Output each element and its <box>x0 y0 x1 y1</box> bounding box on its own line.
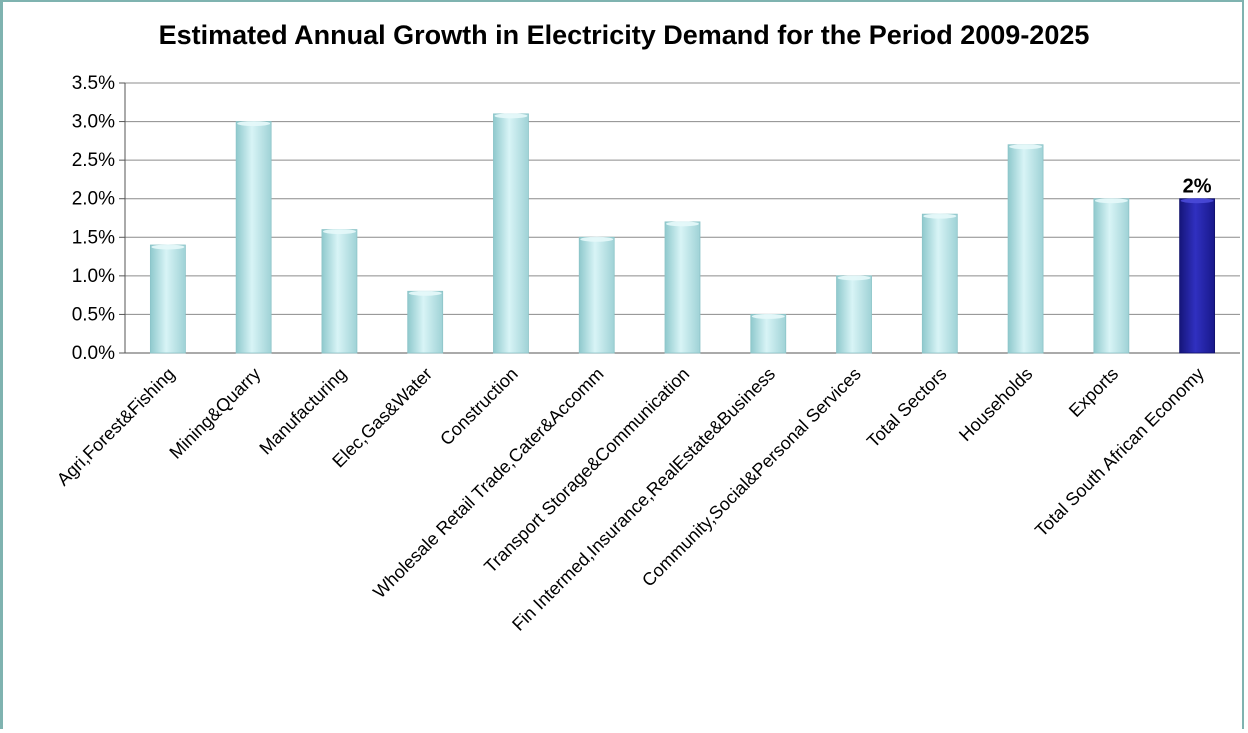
x-axis-category-labels: Agri,Forest&FishingMining&QuarryManufact… <box>53 364 1208 635</box>
bar-top-highlight <box>322 229 356 235</box>
chart-title: Estimated Annual Growth in Electricity D… <box>158 20 1090 50</box>
y-tick-label: 3.5% <box>72 73 115 94</box>
data-label: 2% <box>1183 176 1212 198</box>
y-tick-label: 1.5% <box>72 227 115 248</box>
bar-top-highlight <box>1180 198 1214 204</box>
bar <box>235 121 272 354</box>
bar-top-highlight <box>837 275 871 281</box>
bar-top-highlight <box>666 221 699 227</box>
y-tick-label: 3.0% <box>72 112 115 133</box>
y-tick-label: 2.0% <box>72 189 115 210</box>
bar-top-highlight <box>751 313 785 319</box>
bar-top-highlight <box>151 244 185 250</box>
y-tick-label: 1.0% <box>72 266 115 287</box>
x-category-label: Construction <box>436 364 522 450</box>
y-tick-label: 0.5% <box>72 304 115 325</box>
bar <box>321 229 358 354</box>
x-category-label: Total South African Economy <box>1031 364 1208 541</box>
bar <box>1007 144 1044 354</box>
bar <box>1179 198 1216 354</box>
bar <box>149 244 186 354</box>
bar <box>1093 198 1130 354</box>
x-category-label: Manufacturing <box>255 364 350 459</box>
bar <box>493 113 529 354</box>
bar-top-highlight <box>1009 144 1043 150</box>
bar-top-highlight <box>580 236 614 242</box>
y-tick-label: 2.5% <box>72 150 115 171</box>
bar <box>578 236 615 354</box>
bar-top-highlight <box>237 121 271 127</box>
x-category-label: Households <box>955 364 1036 445</box>
bars <box>149 113 1216 354</box>
x-category-label: Total Sectors <box>863 364 951 452</box>
bar-top-highlight <box>923 213 957 219</box>
bar-top-highlight <box>494 113 528 119</box>
bar <box>407 290 444 354</box>
data-labels: 2% <box>1183 176 1212 198</box>
bar <box>836 275 872 354</box>
bar <box>664 221 701 354</box>
bar <box>921 213 958 354</box>
y-axis-tick-labels: 0.0% 0.5% 1.0% 1.5% 2.0% 2.5% 3.0% 3.5% <box>72 73 115 364</box>
y-tick-label: 0.0% <box>72 343 115 364</box>
bar-top-highlight <box>408 290 442 296</box>
bar <box>750 314 787 354</box>
x-category-label: Exports <box>1065 364 1122 421</box>
bar-top-highlight <box>1094 198 1128 204</box>
x-category-label: Mining&Quarry <box>165 364 264 463</box>
x-category-label: Agri,Forest&Fishing <box>53 364 179 490</box>
